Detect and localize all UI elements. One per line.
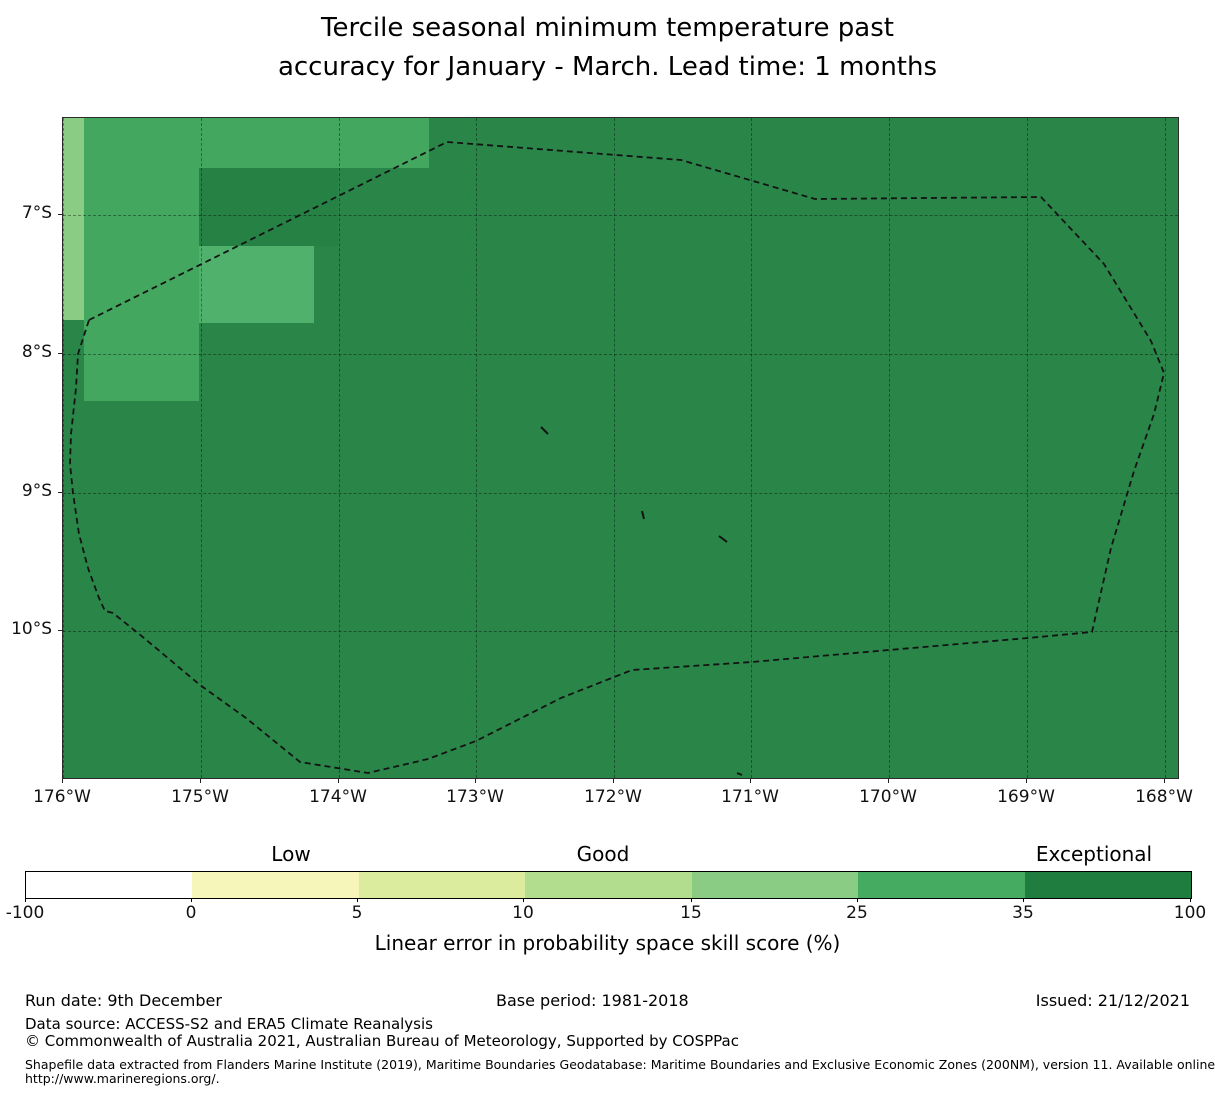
x-axis-tick — [200, 779, 201, 783]
island-mark — [540, 426, 549, 435]
colorbar-segment — [1024, 872, 1191, 898]
colorbar-tick — [523, 898, 524, 902]
y-tick-label: 9°S — [21, 481, 52, 501]
boundary-overlay — [69, 141, 1165, 776]
x-axis-tick — [1026, 779, 1027, 783]
x-tick-label: 175°W — [171, 787, 229, 807]
x-tick-label: 169°W — [997, 787, 1055, 807]
colorbar — [25, 871, 1192, 899]
x-axis-tick — [338, 779, 339, 783]
colorbar-tick-label: 5 — [351, 903, 363, 923]
x-tick-label: 171°W — [721, 787, 779, 807]
colorbar-tick — [691, 898, 692, 902]
footer-run-date: Run date: 9th December — [25, 991, 222, 1010]
colorbar-tick-label: 25 — [846, 903, 868, 923]
colorbar-tick — [1023, 898, 1024, 902]
colorbar-segment — [691, 872, 859, 898]
colorbar-tick — [1190, 898, 1191, 902]
colorbar-segment — [858, 872, 1025, 898]
footer-shapefile-attribution: Shapefile data extracted from Flanders M… — [25, 1057, 1215, 1072]
x-axis-tick — [888, 779, 889, 783]
footer-copyright: © Commonwealth of Australia 2021, Austra… — [25, 1032, 739, 1050]
map-plot-area — [62, 117, 1179, 779]
gridline-vertical — [476, 118, 477, 778]
x-axis-tick — [475, 779, 476, 783]
footer-issued-date: Issued: 21/12/2021 — [1035, 991, 1190, 1010]
colorbar-segment — [358, 872, 526, 898]
colorbar-tick — [25, 898, 26, 902]
colorbar-segment — [26, 872, 193, 898]
footer-base-period: Base period: 1981-2018 — [496, 991, 689, 1010]
gridline-vertical — [1165, 118, 1166, 778]
colorbar-tick-label: 0 — [185, 903, 197, 923]
colorbar-tick — [857, 898, 858, 902]
gridline-vertical — [63, 118, 64, 778]
colorbar-caption: Linear error in probability space skill … — [374, 931, 841, 955]
colorbar-segment — [192, 872, 359, 898]
colorbar-tick-label: 10 — [512, 903, 534, 923]
colorbar-tick-label: 100 — [1173, 903, 1207, 923]
x-tick-label: 176°W — [33, 787, 91, 807]
colorbar-tick-label: 35 — [1012, 903, 1034, 923]
colorbar-band-label: Good — [576, 842, 630, 866]
x-axis-tick — [613, 779, 614, 783]
gridline-vertical — [1027, 118, 1028, 778]
y-axis-tick — [58, 353, 62, 354]
gridline-vertical — [614, 118, 615, 778]
colorbar-band-label: Low — [271, 842, 311, 866]
x-tick-label: 174°W — [309, 787, 367, 807]
chart-title-line2: accuracy for January - March. Lead time:… — [277, 52, 938, 82]
footer-data-source: Data source: ACCESS-S2 and ERA5 Climate … — [25, 1015, 433, 1033]
gridline-vertical — [889, 118, 890, 778]
gridline-horizontal — [63, 354, 1178, 355]
x-axis-tick — [750, 779, 751, 783]
y-axis-tick — [58, 214, 62, 215]
x-tick-label: 168°W — [1135, 787, 1193, 807]
chart-title: Tercile seasonal minimum temperature pas… — [0, 9, 1215, 87]
colorbar-tick — [357, 898, 358, 902]
y-tick-label: 10°S — [11, 619, 52, 639]
gridline-horizontal — [63, 631, 1178, 632]
gridline-vertical — [201, 118, 202, 778]
colorbar-tick-label: 15 — [680, 903, 702, 923]
colorbar-tick — [191, 898, 192, 902]
gridline-vertical — [339, 118, 340, 778]
map-cell — [199, 118, 429, 168]
island-mark — [641, 510, 645, 520]
x-axis-tick — [62, 779, 63, 783]
x-tick-label: 172°W — [584, 787, 642, 807]
y-axis-tick — [58, 492, 62, 493]
island-mark — [736, 772, 743, 776]
colorbar-band-label: Exceptional — [1035, 842, 1153, 866]
y-axis-tick — [58, 630, 62, 631]
map-cell — [84, 118, 199, 401]
gridline-vertical — [751, 118, 752, 778]
colorbar-tick-label: -100 — [5, 903, 45, 923]
gridline-horizontal — [63, 493, 1178, 494]
colorbar-segment — [525, 872, 692, 898]
chart-title-line1: Tercile seasonal minimum temperature pas… — [321, 13, 894, 43]
island-mark — [718, 535, 728, 543]
y-tick-label: 8°S — [21, 342, 52, 362]
map-cell — [199, 246, 314, 323]
x-tick-label: 173°W — [446, 787, 504, 807]
map-cell — [63, 118, 84, 320]
eez-boundary-line — [69, 141, 1165, 774]
x-axis-tick — [1164, 779, 1165, 783]
footer-shapefile-url: http://www.marineregions.org/. — [25, 1071, 220, 1086]
x-tick-label: 170°W — [859, 787, 917, 807]
gridline-horizontal — [63, 215, 1178, 216]
y-tick-label: 7°S — [21, 203, 52, 223]
